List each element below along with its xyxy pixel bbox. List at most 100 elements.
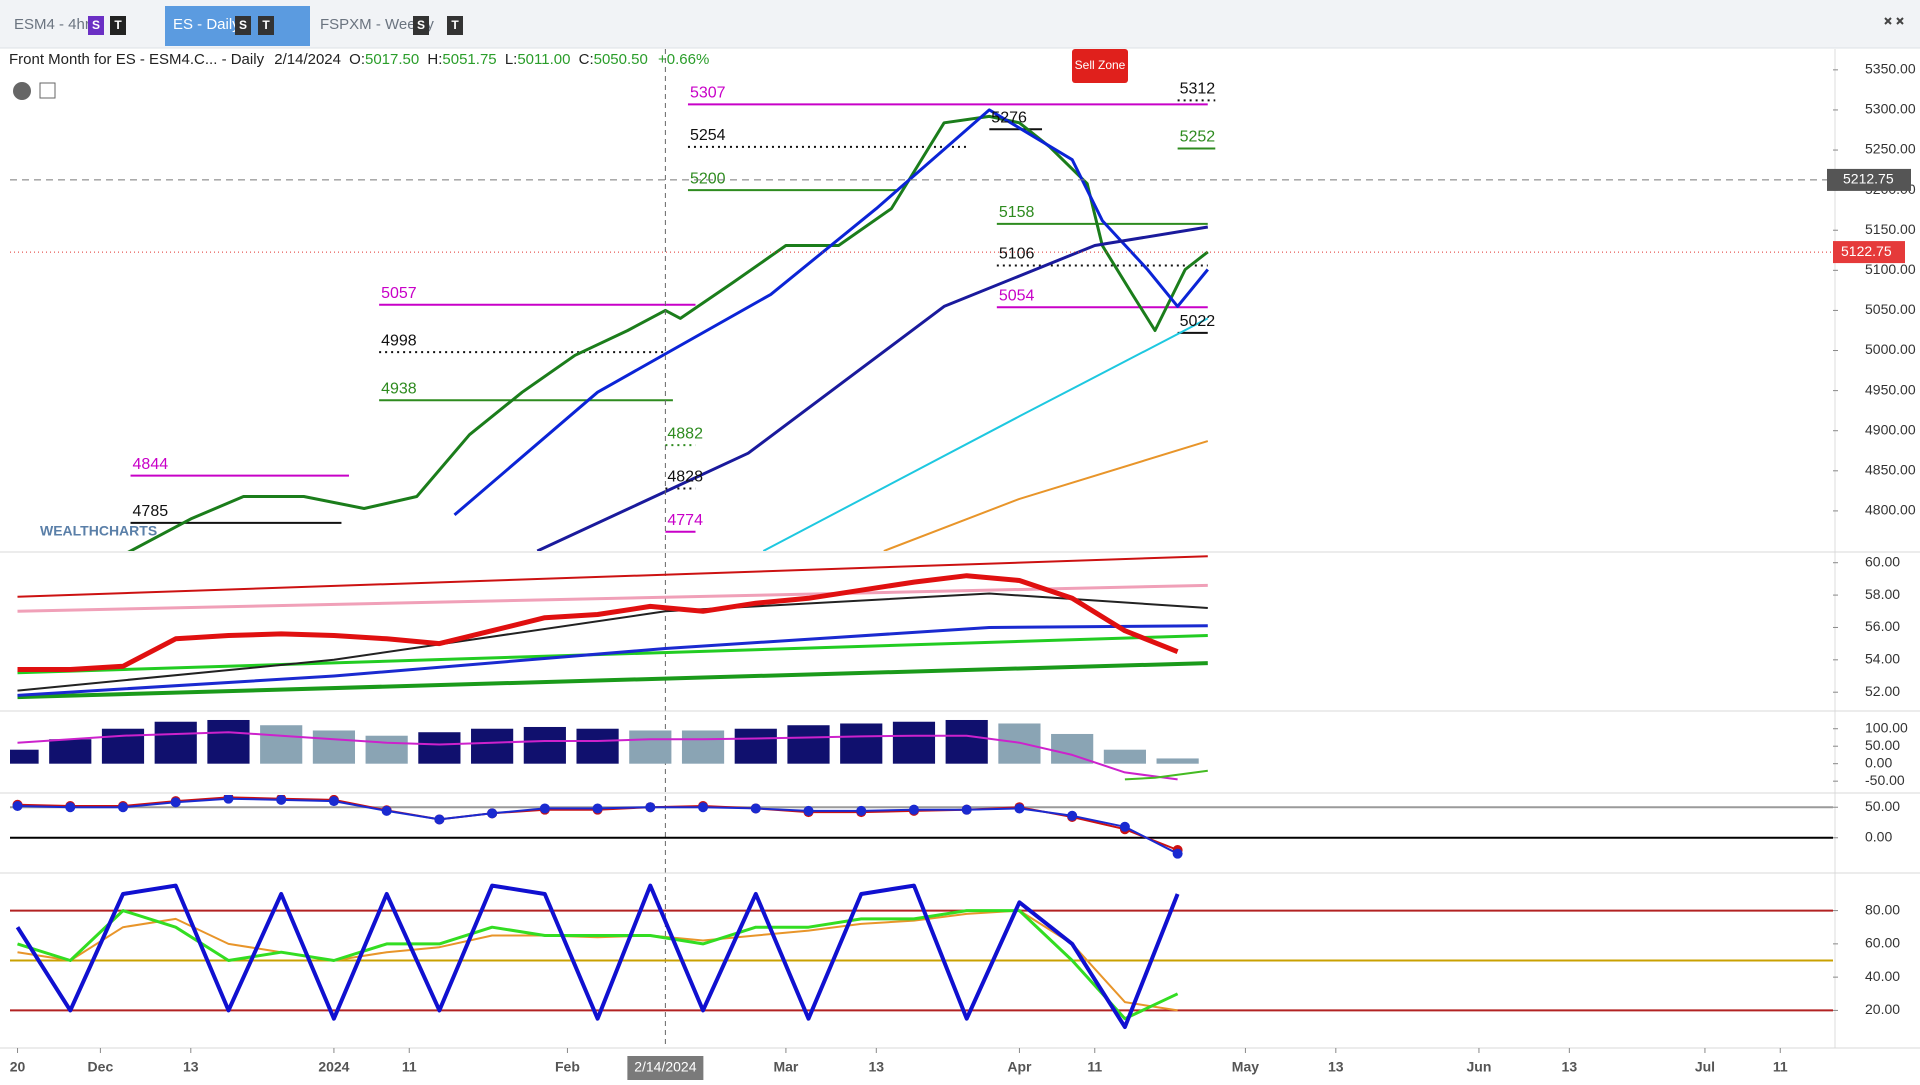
series-line (127, 114, 1209, 551)
y-tick-label: 5350.00 (1865, 61, 1916, 77)
crosshair-price-box (1827, 168, 1911, 191)
series-line (17, 909, 1179, 1021)
price-level-label: 4882 (667, 425, 703, 442)
histogram-bar (1103, 749, 1146, 764)
x-tick-label: 13 (1562, 1059, 1578, 1075)
badge[interactable]: S (417, 18, 425, 32)
tool-icon[interactable] (13, 82, 31, 100)
series-marker (65, 802, 76, 813)
series-line (17, 909, 1178, 1012)
badge[interactable]: S (239, 18, 247, 32)
histogram-bar (1156, 758, 1199, 764)
x-tick-label: 11 (1087, 1059, 1102, 1075)
badge[interactable]: T (262, 18, 270, 32)
x-tick-label: 11 (1773, 1059, 1788, 1075)
series-line (17, 731, 1178, 781)
series-line (17, 592, 1208, 692)
series-marker (1172, 848, 1183, 859)
y-tick-label: 60.00 (1865, 553, 1900, 569)
histogram-bar (49, 739, 92, 764)
series-marker (223, 795, 234, 804)
histogram-bar (10, 749, 39, 764)
badge-box[interactable] (447, 16, 463, 35)
add-icon[interactable] (39, 82, 56, 99)
close: 5050.50 (594, 51, 648, 68)
tab-label[interactable]: FSPXM - Weekly (320, 16, 434, 33)
y-tick-label: 0.00 (1865, 828, 1892, 844)
price-level-label: 5254 (690, 127, 726, 144)
x-tick-label: 13 (183, 1059, 199, 1075)
open-label: O: (349, 51, 365, 68)
tab-label[interactable]: ESM4 - 4hr (14, 16, 90, 33)
y-tick-label: 56.00 (1865, 618, 1900, 634)
price-level-label: 4938 (381, 380, 417, 397)
series-line (17, 555, 1208, 598)
x-tick-label: 13 (869, 1059, 885, 1075)
tab[interactable]: FSPXM - Weekly S T (320, 16, 463, 35)
symbol: Front Month for ES - ESM4.C... - Daily (9, 51, 265, 68)
tab[interactable]: ESM4 - 4hr S T (14, 16, 126, 35)
price-level-label: 4844 (133, 456, 169, 473)
badge-box[interactable] (258, 16, 274, 35)
series-line (453, 108, 1209, 517)
tab-active[interactable]: ES - Daily S T (165, 6, 310, 46)
fullscreen-icon[interactable] (1884, 17, 1904, 25)
series-marker (908, 804, 919, 815)
histogram-bar (471, 728, 514, 764)
badge-box[interactable] (235, 16, 251, 35)
price-level-label: 5312 (1180, 81, 1216, 98)
y-tick-label: 20.00 (1865, 1001, 1900, 1017)
histogram-bar (312, 730, 356, 764)
series-marker (750, 803, 761, 814)
panel (127, 99, 1216, 551)
series-marker (803, 805, 814, 816)
price-level-label: 5054 (999, 287, 1035, 304)
series-line (1124, 769, 1208, 781)
series-line (536, 225, 1209, 551)
histogram-bar (101, 728, 145, 764)
price-level-label: 5158 (999, 204, 1035, 221)
low: 5011.00 (517, 51, 570, 68)
badge[interactable]: T (114, 18, 122, 32)
series-marker (539, 803, 550, 814)
histogram-bar (523, 726, 566, 764)
badge[interactable]: S (92, 18, 100, 32)
low-label: L: (505, 51, 518, 68)
badge-box[interactable] (88, 16, 104, 35)
y-tick-label: 58.00 (1865, 586, 1900, 602)
badge[interactable]: T (451, 18, 459, 32)
x-tick-label: Feb (555, 1059, 580, 1075)
histogram-bar (207, 719, 250, 764)
badge-box[interactable] (413, 16, 429, 35)
histogram-bar (154, 721, 197, 764)
y-tick-label: 54.00 (1865, 651, 1900, 667)
series-line (17, 573, 1179, 672)
histogram-bar (576, 728, 619, 764)
histogram-bar (945, 719, 988, 764)
close-label: C: (579, 51, 594, 68)
series-marker (434, 814, 445, 825)
badge-box[interactable] (110, 16, 126, 35)
y-tick-label: 52.00 (1865, 683, 1900, 699)
x-tick-label: Jun (1467, 1059, 1492, 1075)
histogram-bar (365, 735, 408, 764)
y-tick-label: 5100.00 (1865, 261, 1916, 277)
sell-zone-box (1072, 49, 1128, 83)
y-tick-label: 0.00 (1865, 754, 1892, 770)
series-line (17, 583, 1208, 613)
series-marker (1014, 803, 1025, 814)
y-tick-label: 4800.00 (1865, 502, 1916, 518)
price-level-label: 5307 (690, 85, 726, 102)
last-price-box (1833, 241, 1905, 264)
x-tick-label: 2024 (318, 1059, 349, 1075)
y-tick-label: 50.00 (1865, 737, 1900, 753)
tab-label[interactable]: ES - Daily (173, 16, 240, 33)
x-tick-label: Mar (773, 1059, 798, 1075)
histogram-bar (260, 725, 303, 764)
histogram-bar (681, 730, 725, 764)
x-tick-label: 11 (402, 1059, 417, 1075)
y-tick-label: 40.00 (1865, 968, 1900, 984)
last-price-label: 5122.75 (1841, 243, 1892, 259)
